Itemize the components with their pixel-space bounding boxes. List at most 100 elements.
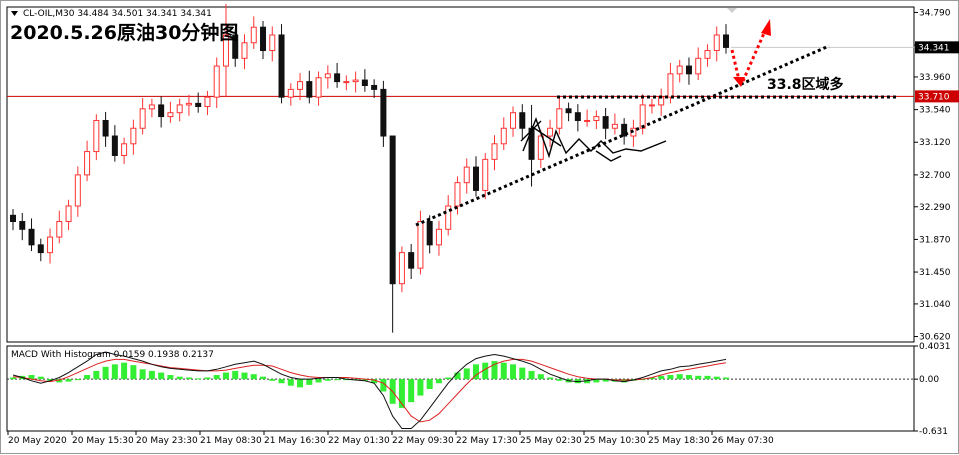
candle-body [556,108,563,129]
macd-histogram-bar [111,364,118,380]
macd-tick-label: 0.00 [919,375,939,385]
macd-histogram-bar [213,375,220,380]
x-tick-label: 22 May 09:30 [392,436,454,446]
macd-histogram-bar [130,365,137,380]
candle-body [148,104,155,110]
candle-body [28,228,35,246]
candle-body [704,50,711,59]
y-tick-label: 32.290 [919,203,951,213]
price-label-text: 33.710 [918,92,950,102]
down-arrow-head [733,77,745,87]
candle-body [676,65,683,75]
macd-histogram-bar [148,370,155,380]
y-tick-label: 33.540 [919,106,951,116]
macd-histogram-bar [463,368,470,380]
candle-body [472,166,479,191]
macd-histogram-bar [121,362,128,380]
macd-histogram-bar [343,379,350,381]
macd-histogram-bar [426,379,433,389]
x-tick-label: 21 May 16:30 [264,436,326,446]
candle-body [139,108,146,129]
macd-histogram-bar [510,364,517,380]
macd-histogram-bar [297,379,304,388]
macd-histogram-bar [84,375,91,380]
candle-body [324,73,331,79]
candle-body [584,119,591,122]
candle-body [621,123,628,137]
macd-histogram-bar [167,375,174,380]
macd-histogram-bar [658,375,665,380]
symbol-dropdown-icon[interactable] [11,11,18,16]
y-tick-label: 33.120 [919,138,951,148]
macd-histogram-bar [28,375,35,380]
macd-histogram-bar [241,372,248,380]
candle-body [574,112,581,121]
macd-histogram-bar [398,379,405,408]
candle-body [593,116,600,121]
candle-body [65,205,72,223]
candle-body [315,77,322,98]
candle-body [482,158,489,191]
candle-body [463,166,470,184]
macd-histogram-bar [371,379,378,384]
macd-histogram-bar [139,369,146,380]
y-tick-label: 32.700 [919,171,951,181]
macd-histogram-bar [287,379,294,386]
candle-body [121,143,128,156]
candle-body [37,244,44,254]
candle-body [241,42,248,59]
macd-histogram-bar [695,375,702,380]
macd-histogram-bar [222,372,229,380]
macd-histogram-bar [556,379,563,381]
x-tick-label: 26 May 07:30 [712,436,774,446]
macd-histogram-bar [676,374,683,380]
y-tick-label: 34.790 [919,8,951,18]
down-arrow-shaft [730,49,741,81]
macd-histogram-bar [621,379,628,383]
macd-histogram-bar [417,379,424,396]
macd-histogram-bar [435,379,442,384]
macd-histogram-bar [602,379,609,382]
macd-histogram-bar [195,378,202,380]
candle-body [510,112,517,129]
macd-histogram-bar [37,376,44,380]
candle-body [167,112,174,118]
macd-histogram-bar [500,362,507,380]
candle-body [204,96,211,107]
candle-body [435,228,442,246]
macd-histogram-bar [639,379,646,381]
candle-body [602,116,609,129]
macd-histogram-bar [445,377,452,380]
candle-body [389,135,396,285]
candle-body [260,26,267,52]
price-label-box [915,41,959,54]
candle-body [454,182,461,207]
candle-body [445,205,452,230]
candle-body [130,127,137,145]
x-tick-label: 25 May 02:30 [520,436,582,446]
candle-body [417,221,424,269]
candle-body [398,252,405,285]
candle-body [343,81,350,84]
x-tick-label: 20 May 23:30 [136,436,198,446]
candle-body [176,104,183,114]
macd-histogram-bar [472,364,479,380]
candle-body [222,34,229,67]
candle-body [158,104,165,118]
candle-body [74,174,81,207]
candle-body [278,34,285,98]
macd-histogram-bar [324,379,331,381]
macd-histogram-bar [102,366,109,380]
macd-histogram-bar [380,379,387,392]
price-label-text: 34.341 [918,43,950,53]
macd-tick-label: 0.4031 [919,342,951,352]
candle-body [185,102,192,106]
y-tick-label: 31.040 [919,300,951,310]
chart-overlay-title: 2020.5.26原油30分钟图 [10,21,238,44]
candle-body [713,34,720,52]
x-tick-label: 25 May 18:30 [648,436,710,446]
macd-histogram-bar [93,370,100,380]
macd-tick-label: -0.631 [919,427,948,437]
